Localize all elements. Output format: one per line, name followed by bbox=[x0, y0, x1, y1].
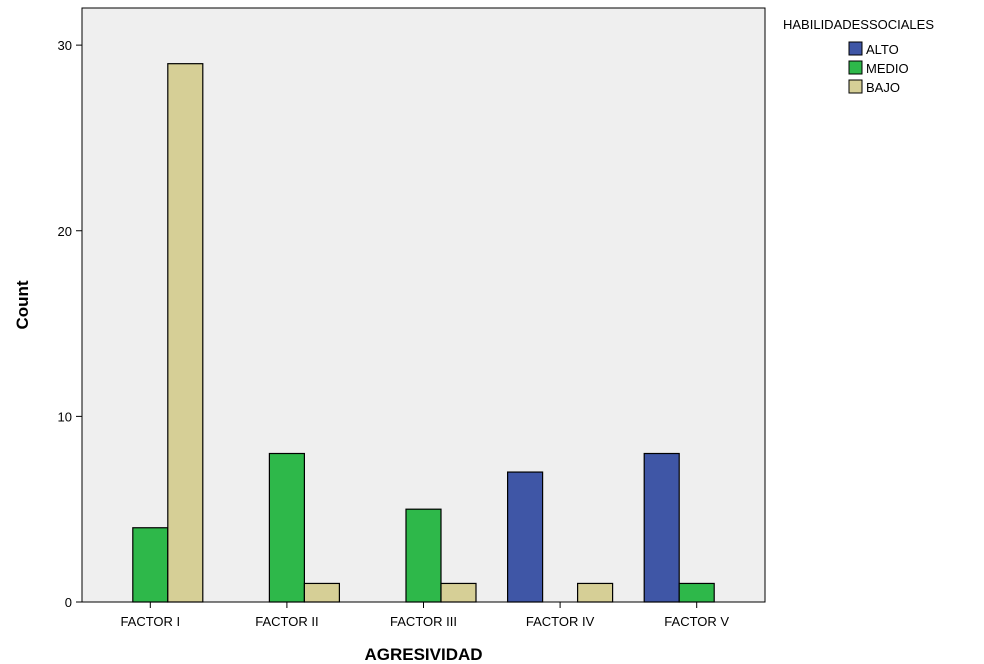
bar-bajo-1 bbox=[167, 63, 204, 603]
bar-bajo-4 bbox=[576, 582, 614, 603]
bars bbox=[132, 63, 715, 603]
x-axis-title: AGRESIVIDAD bbox=[364, 645, 482, 664]
y-tick-label: 10 bbox=[58, 409, 72, 424]
legend-swatch-bajo bbox=[848, 79, 863, 94]
legend-label-bajo: BAJO bbox=[866, 80, 900, 95]
bar-medio-3 bbox=[405, 508, 442, 603]
bar-medio-1 bbox=[132, 527, 169, 603]
y-tick-label: 30 bbox=[58, 38, 72, 53]
x-tick-label: FACTOR V bbox=[664, 614, 729, 629]
bar-medio-5 bbox=[678, 582, 715, 603]
x-tick-label: FACTOR I bbox=[120, 614, 180, 629]
bar-medio-2 bbox=[268, 452, 305, 603]
bar-alto-4 bbox=[507, 471, 544, 603]
legend-swatch-alto bbox=[848, 41, 863, 56]
legend-title: HABILIDADESSOCIALES bbox=[783, 17, 934, 32]
bar-bajo-3 bbox=[440, 582, 477, 603]
x-axis-ticks: FACTOR I FACTOR II FACTOR III FACTOR IV FACT… bbox=[120, 602, 729, 629]
legend: HABILIDADESSOCIALES ALTO MEDIO BAJO bbox=[783, 17, 934, 95]
legend-label-medio: MEDIO bbox=[866, 61, 909, 76]
bar-bajo-2 bbox=[303, 582, 340, 603]
y-axis-title: Count bbox=[13, 280, 32, 329]
x-tick-label: FACTOR III bbox=[390, 614, 457, 629]
x-tick-label: FACTOR IV bbox=[526, 614, 595, 629]
legend-swatch-medio bbox=[848, 60, 863, 75]
bar-alto-5 bbox=[643, 452, 680, 603]
y-tick-label: 20 bbox=[58, 224, 72, 239]
legend-label-alto: ALTO bbox=[866, 42, 899, 57]
y-axis-ticks: 0 10 20 30 bbox=[58, 38, 82, 610]
y-tick-label: 0 bbox=[65, 595, 72, 610]
x-tick-label: FACTOR II bbox=[255, 614, 318, 629]
